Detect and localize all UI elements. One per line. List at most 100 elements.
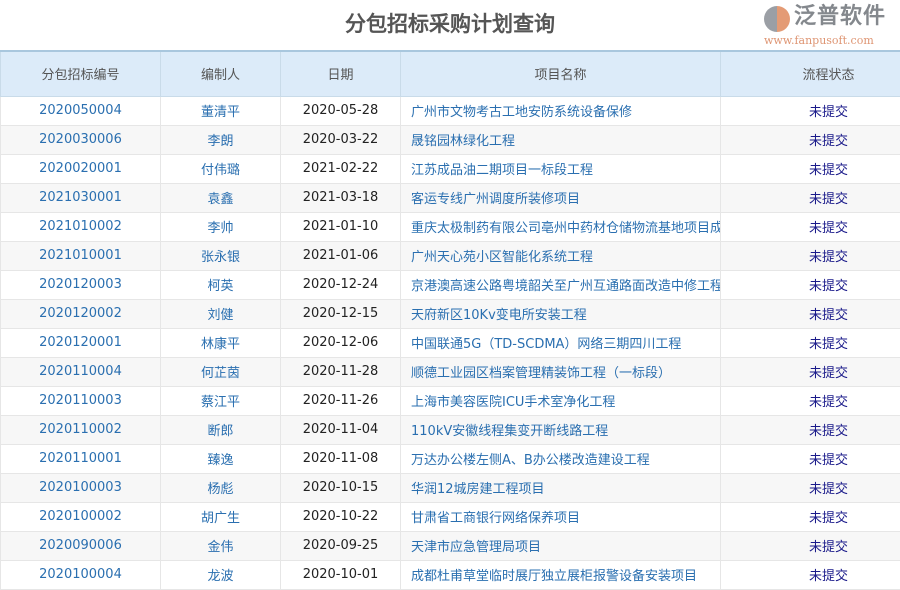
date-cell: 2020-03-22 [281, 125, 401, 154]
project-name-link[interactable]: 京港澳高速公路粤境韶关至广州互通路面改造中修工程 [401, 270, 721, 299]
date-cell: 2021-01-10 [281, 212, 401, 241]
plan-code-link[interactable]: 2020030006 [1, 125, 161, 154]
project-name-link[interactable]: 华润12城房建工程项目 [401, 473, 721, 502]
status-cell: 未提交 [721, 502, 900, 531]
project-name-link[interactable]: 重庆太极制药有限公司亳州中药材仓储物流基地项目成 [401, 212, 721, 241]
col-header-status[interactable]: 流程状态 [721, 51, 900, 96]
project-name-link[interactable]: 110kV安徽线程集变开断线路工程 [401, 415, 721, 444]
project-name-link[interactable]: 万达办公楼左侧A、B办公楼改造建设工程 [401, 444, 721, 473]
plan-code-link[interactable]: 2021030001 [1, 183, 161, 212]
author-link: 断郎 [161, 415, 281, 444]
project-name-link[interactable]: 天府新区10Kv变电所安装工程 [401, 299, 721, 328]
date-cell: 2020-11-28 [281, 357, 401, 386]
plan-code-link[interactable]: 2020100003 [1, 473, 161, 502]
project-name-link[interactable]: 江苏成品油二期项目一标段工程 [401, 154, 721, 183]
author-link: 杨彪 [161, 473, 281, 502]
project-name-link[interactable]: 成都杜甫草堂临时展厅独立展柜报警设备安装项目 [401, 560, 721, 589]
project-name-link[interactable]: 天津市应急管理局项目 [401, 531, 721, 560]
plan-code-link[interactable]: 2021010001 [1, 241, 161, 270]
col-header-date[interactable]: 日期 [281, 51, 401, 96]
date-cell: 2020-12-06 [281, 328, 401, 357]
col-header-project[interactable]: 项目名称 [401, 51, 721, 96]
project-name-link[interactable]: 甘肃省工商银行网络保养项目 [401, 502, 721, 531]
plan-code-link[interactable]: 2020090006 [1, 531, 161, 560]
plan-code-link[interactable]: 2020110004 [1, 357, 161, 386]
status-cell: 未提交 [721, 386, 900, 415]
plan-code-link[interactable]: 2020110002 [1, 415, 161, 444]
date-cell: 2020-11-26 [281, 386, 401, 415]
status-cell: 未提交 [721, 183, 900, 212]
author-link: 胡广生 [161, 502, 281, 531]
date-cell: 2020-05-28 [281, 96, 401, 125]
plan-code-link[interactable]: 2020110003 [1, 386, 161, 415]
status-cell: 未提交 [721, 299, 900, 328]
date-cell: 2020-10-22 [281, 502, 401, 531]
status-cell: 未提交 [721, 357, 900, 386]
status-cell: 未提交 [721, 241, 900, 270]
plan-code-link[interactable]: 2020120003 [1, 270, 161, 299]
status-cell: 未提交 [721, 444, 900, 473]
project-name-link[interactable]: 上海市美容医院ICU手术室净化工程 [401, 386, 721, 415]
status-cell: 未提交 [721, 473, 900, 502]
col-header-author[interactable]: 编制人 [161, 51, 281, 96]
author-link: 李朗 [161, 125, 281, 154]
date-cell: 2021-01-06 [281, 241, 401, 270]
page-title: 分包招标采购计划查询 [0, 0, 900, 50]
author-link: 金伟 [161, 531, 281, 560]
plan-code-link[interactable]: 2020120002 [1, 299, 161, 328]
project-name-link[interactable]: 晟铭园林绿化工程 [401, 125, 721, 154]
date-cell: 2020-09-25 [281, 531, 401, 560]
date-cell: 2020-12-15 [281, 299, 401, 328]
status-cell: 未提交 [721, 96, 900, 125]
author-link: 李帅 [161, 212, 281, 241]
author-link: 柯英 [161, 270, 281, 299]
author-link: 袁鑫 [161, 183, 281, 212]
status-cell: 未提交 [721, 125, 900, 154]
plan-code-link[interactable]: 2020120001 [1, 328, 161, 357]
author-link: 何芷茵 [161, 357, 281, 386]
date-cell: 2020-11-04 [281, 415, 401, 444]
plan-code-link[interactable]: 2020110001 [1, 444, 161, 473]
plan-code-link[interactable]: 2020020001 [1, 154, 161, 183]
status-cell: 未提交 [721, 270, 900, 299]
date-cell: 2021-03-18 [281, 183, 401, 212]
author-link: 董清平 [161, 96, 281, 125]
project-name-link[interactable]: 广州天心苑小区智能化系统工程 [401, 241, 721, 270]
project-name-link[interactable]: 广州市文物考古工地安防系统设备保修 [401, 96, 721, 125]
plan-code-link[interactable]: 2020100002 [1, 502, 161, 531]
status-cell: 未提交 [721, 531, 900, 560]
author-link: 龙波 [161, 560, 281, 589]
project-name-link[interactable]: 顺德工业园区档案管理精装饰工程（一标段） [401, 357, 721, 386]
status-cell: 未提交 [721, 560, 900, 589]
date-cell: 2021-02-22 [281, 154, 401, 183]
col-header-code[interactable]: 分包招标编号 [1, 51, 161, 96]
status-cell: 未提交 [721, 328, 900, 357]
author-link: 付伟璐 [161, 154, 281, 183]
plan-code-link[interactable]: 2020050004 [1, 96, 161, 125]
plan-code-link[interactable]: 2021010002 [1, 212, 161, 241]
plan-code-link[interactable]: 2020100004 [1, 560, 161, 589]
author-link: 刘健 [161, 299, 281, 328]
project-name-link[interactable]: 客运专线广州调度所装修项目 [401, 183, 721, 212]
date-cell: 2020-11-08 [281, 444, 401, 473]
project-name-link[interactable]: 中国联通5G（TD-SCDMA）网络三期四川工程 [401, 328, 721, 357]
status-cell: 未提交 [721, 415, 900, 444]
